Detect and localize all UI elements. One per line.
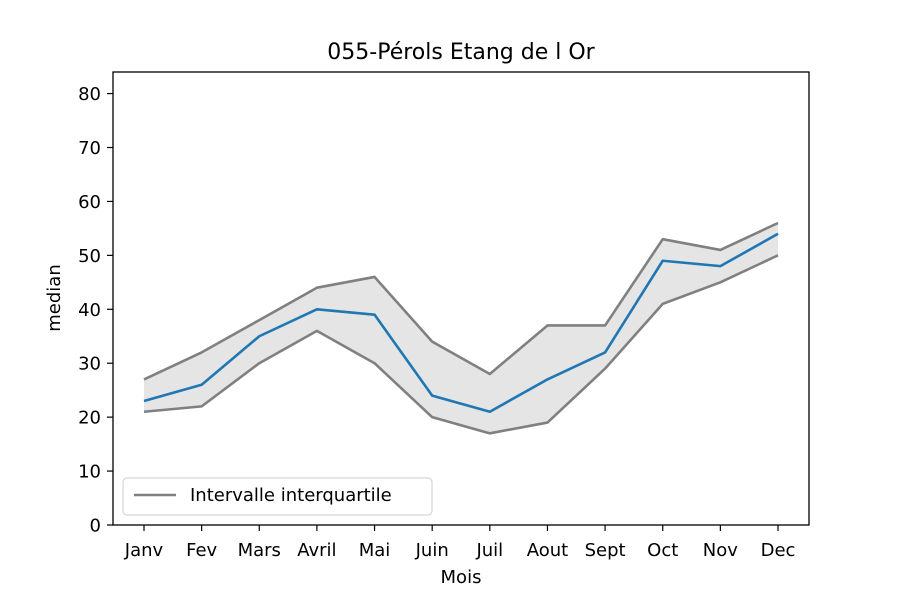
x-tick-label: Juin (415, 540, 449, 561)
x-tick-label: Fev (186, 540, 217, 561)
y-axis-title: median (44, 264, 65, 331)
axes: 0 10 20 30 40 50 60 70 80 Janv Fev Mars Avril Mai Juin… (78, 71, 810, 561)
x-tick-label: Oct (647, 540, 678, 561)
y-tick-label: 80 (78, 84, 101, 105)
x-tick-label: Aout (527, 540, 568, 561)
y-tick-label: 40 (78, 300, 101, 321)
x-tick-label: Mai (359, 540, 391, 561)
y-tick-label: 70 (78, 138, 101, 159)
y-tick-label: 50 (78, 246, 101, 267)
plot-area (143, 221, 779, 435)
x-tick-label: Nov (703, 540, 738, 561)
x-axis-title: Mois (441, 567, 482, 588)
y-tick-label: 0 (90, 516, 101, 537)
y-tick-label: 20 (78, 408, 101, 429)
median-line (143, 232, 779, 414)
x-tick-label: Janv (124, 540, 164, 561)
axes-frame (112, 71, 810, 526)
x-tick-label: Mars (238, 540, 281, 561)
x-tick-label: Juil (475, 540, 503, 561)
chart-title: 055-Pérols Etang de l Or (327, 40, 595, 65)
x-tick-label: Sept (585, 540, 626, 561)
y-tick-label: 10 (78, 462, 101, 483)
x-tick-label: Dec (761, 540, 796, 561)
interquartile-band (144, 223, 778, 434)
upper-quartile-line (143, 221, 779, 381)
legend: Intervalle interquartile (122, 477, 433, 516)
y-tick-label: 60 (78, 192, 101, 213)
x-tick-label: Avril (297, 540, 336, 561)
y-tick-label: 30 (78, 354, 101, 375)
legend-box (122, 477, 433, 516)
legend-label: Intervalle interquartile (190, 485, 392, 506)
lower-quartile-line (143, 254, 779, 435)
